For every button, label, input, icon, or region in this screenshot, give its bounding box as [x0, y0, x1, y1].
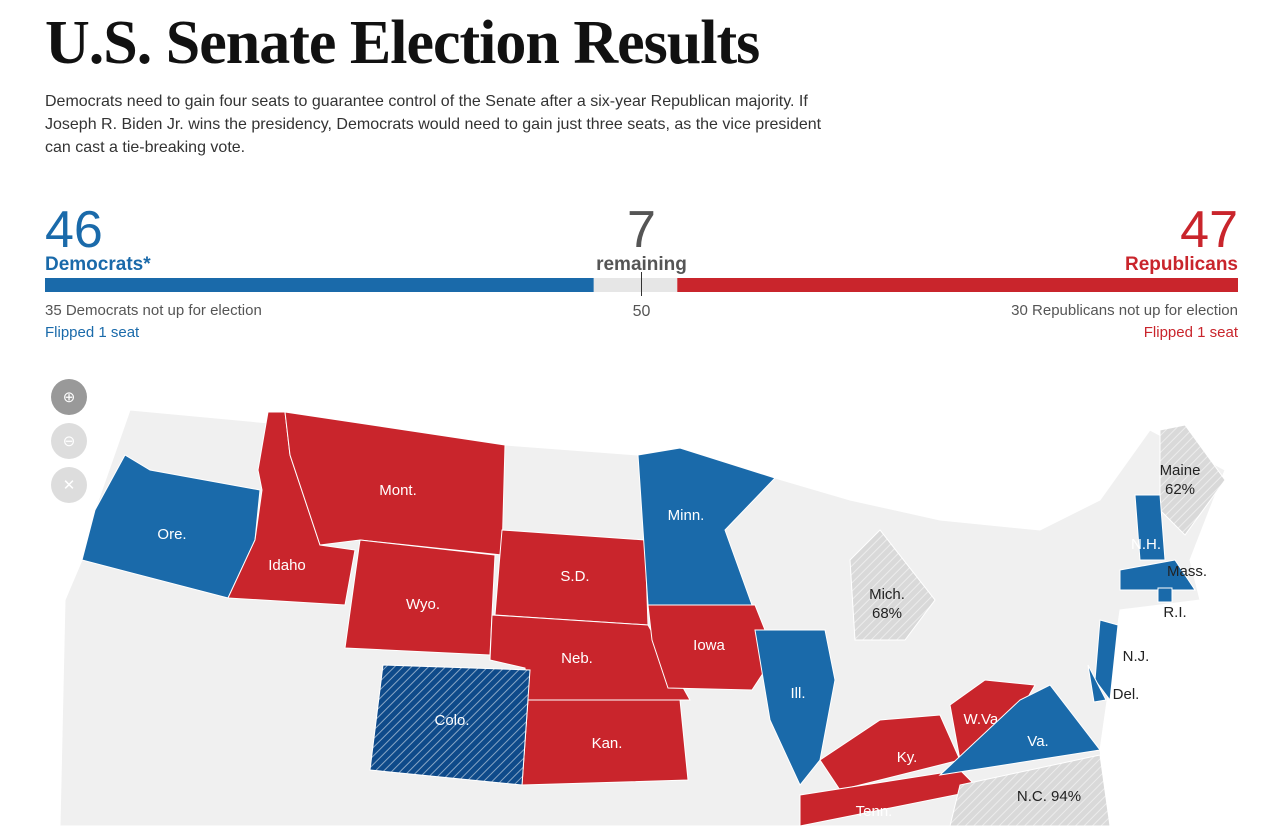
summary: Democrats need to gain four seats to gua…	[45, 93, 822, 156]
dem-flipped: Flipped 1 seat	[45, 324, 140, 341]
state-label: N.H.	[1131, 536, 1161, 553]
seat-bar	[45, 272, 1238, 296]
state-label: S.D.	[560, 568, 589, 585]
state-label: Maine	[1160, 462, 1201, 479]
state-label: Tenn.	[856, 803, 893, 820]
zoom-out-icon: ⊖	[63, 433, 76, 450]
state	[938, 684, 1101, 776]
state-label: Mass.	[1167, 563, 1207, 580]
state-label: Va.	[1027, 733, 1048, 750]
state	[1094, 619, 1119, 702]
state-hatch	[370, 665, 530, 785]
state	[647, 604, 776, 691]
zoom-out[interactable]	[51, 423, 87, 459]
democrats-bar	[45, 278, 594, 292]
dem-note: 35 Democrats not up for election	[45, 302, 262, 319]
state-label: N.J.	[1123, 648, 1150, 665]
state-hatch	[1160, 425, 1225, 535]
state-label: Minn.	[668, 507, 705, 524]
title: U.S. Senate Election Results	[45, 9, 760, 77]
state-label: Iowa	[693, 637, 725, 654]
state-label: Mont.	[379, 482, 417, 499]
state-label: Ore.	[157, 526, 186, 543]
state-detail: 68%	[872, 605, 902, 622]
rep-label: Republicans	[1125, 254, 1238, 275]
state-label: R.I.	[1163, 604, 1186, 621]
majority-label: 50	[632, 303, 651, 320]
state	[1157, 587, 1173, 603]
remaining-label: remaining	[596, 254, 687, 275]
dem-label: Democrats*	[45, 254, 151, 275]
state-label: Mich.	[869, 586, 905, 603]
state	[1119, 559, 1196, 591]
state-detail: 62%	[1165, 481, 1195, 498]
rep-flipped: Flipped 1 seat	[1143, 324, 1238, 341]
state-label: Neb.	[561, 650, 593, 667]
state	[1134, 494, 1166, 561]
rep-count: 47	[1180, 201, 1238, 259]
zoom-in-icon: ⊕	[63, 389, 76, 406]
state-hatch	[850, 530, 935, 640]
state-label: N.C. 94%	[1017, 788, 1081, 805]
state-label: W.Va.	[964, 711, 1003, 728]
rep-note: 30 Republicans not up for election	[1011, 302, 1238, 319]
state	[1087, 664, 1107, 703]
state-label: Idaho	[268, 557, 306, 574]
dem-count: 46	[45, 201, 103, 259]
state-label: Colo.	[434, 712, 469, 729]
reset-icon: ✕	[63, 477, 76, 494]
republicans-bar	[677, 278, 1238, 292]
state-label: Wyo.	[406, 596, 440, 613]
remaining-bar	[593, 278, 678, 292]
state-label: Kan.	[592, 735, 623, 752]
zoom-in[interactable]	[51, 379, 87, 415]
reset[interactable]	[51, 467, 87, 503]
state-label: Del.	[1113, 686, 1140, 703]
state-label: Ky.	[897, 749, 918, 766]
state	[819, 714, 961, 791]
remaining-count: 7	[627, 201, 656, 259]
state-label: Ill.	[791, 685, 806, 702]
state-hatch	[950, 755, 1110, 826]
